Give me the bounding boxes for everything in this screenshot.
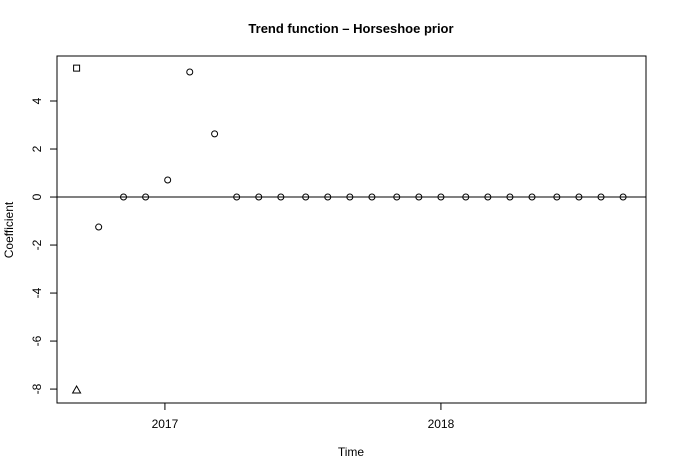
chart-title: Trend function – Horseshoe prior (248, 21, 453, 36)
point (415, 193, 423, 201)
y-tick-label: -2 (30, 239, 44, 250)
x-tick-label: 2017 (152, 417, 179, 431)
point (277, 193, 285, 201)
point (462, 193, 470, 201)
point (506, 193, 514, 201)
y-tick-label: -8 (30, 383, 44, 394)
y-axis-label: Coefficient (2, 201, 16, 258)
point (393, 193, 401, 201)
point (142, 193, 150, 201)
point (71, 385, 82, 394)
point (553, 193, 561, 201)
point (120, 193, 128, 201)
point (186, 68, 194, 76)
point (528, 193, 536, 201)
y-tick-label: 4 (30, 97, 44, 104)
point (73, 64, 81, 72)
y-tick-label: -4 (30, 287, 44, 298)
point (597, 193, 605, 201)
point (484, 193, 492, 201)
plot-frame (56, 55, 647, 404)
point (164, 176, 172, 184)
x-axis-label: Time (338, 445, 365, 459)
point (211, 130, 219, 138)
y-tick-label: -6 (30, 335, 44, 346)
point (575, 193, 583, 201)
point (324, 193, 332, 201)
point (233, 193, 241, 201)
point (437, 193, 445, 201)
point (346, 193, 354, 201)
x-tick-label: 2018 (428, 417, 455, 431)
point (95, 223, 103, 231)
y-tick-label: 2 (30, 145, 44, 152)
point (368, 193, 376, 201)
point (619, 193, 627, 201)
point (255, 193, 263, 201)
y-tick-label: 0 (30, 193, 44, 200)
point (302, 193, 310, 201)
